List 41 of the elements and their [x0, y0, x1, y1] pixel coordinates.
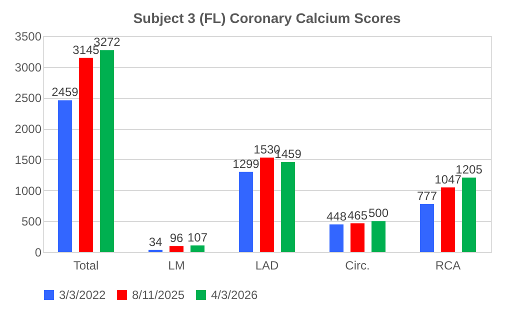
y-tick-label: 2000 — [14, 122, 42, 136]
data-label: 448 — [326, 209, 347, 224]
bar — [238, 172, 253, 252]
y-tick-label: 2500 — [14, 91, 42, 106]
bar — [420, 204, 434, 252]
chart-title: Subject 3 (FL) Coronary Calcium Scores — [133, 10, 402, 26]
legend-label: 4/3/2026 — [211, 288, 258, 302]
data-label: 34 — [148, 234, 162, 249]
bar — [169, 246, 184, 252]
x-tick-label: LM — [168, 258, 185, 272]
x-tick-label: Total — [73, 258, 99, 272]
x-tick-label: LAD — [255, 258, 280, 272]
data-label: 465 — [347, 208, 368, 222]
data-label: 1047 — [434, 172, 462, 186]
bar — [100, 50, 114, 252]
legend-label: 3/3/2022 — [59, 288, 106, 302]
x-tick-label: Circ. — [345, 258, 370, 272]
y-tick-label: 3500 — [14, 30, 42, 44]
data-label: 1299 — [232, 156, 260, 171]
bar — [260, 158, 274, 252]
bar — [58, 100, 72, 252]
y-tick-label: 1000 — [14, 184, 42, 198]
legend-label: 8/11/2025 — [132, 288, 185, 302]
data-label: 107 — [187, 230, 208, 244]
bar — [441, 187, 456, 252]
y-tick-label: 500 — [21, 214, 42, 229]
data-label: 2459 — [52, 85, 79, 100]
x-tick-label: RCA — [435, 258, 461, 272]
data-label: 96 — [170, 231, 184, 246]
y-tick-label: 0 — [34, 246, 42, 260]
bar — [329, 224, 344, 252]
data-label: 777 — [416, 189, 438, 204]
bar — [372, 221, 386, 252]
bar — [350, 223, 365, 252]
y-tick-label: 3000 — [14, 60, 42, 74]
bar — [462, 178, 476, 252]
bar — [190, 245, 205, 252]
bar — [78, 58, 93, 252]
bar — [281, 162, 296, 252]
data-label: 500 — [368, 206, 389, 220]
y-tick-label: 1500 — [14, 152, 42, 167]
